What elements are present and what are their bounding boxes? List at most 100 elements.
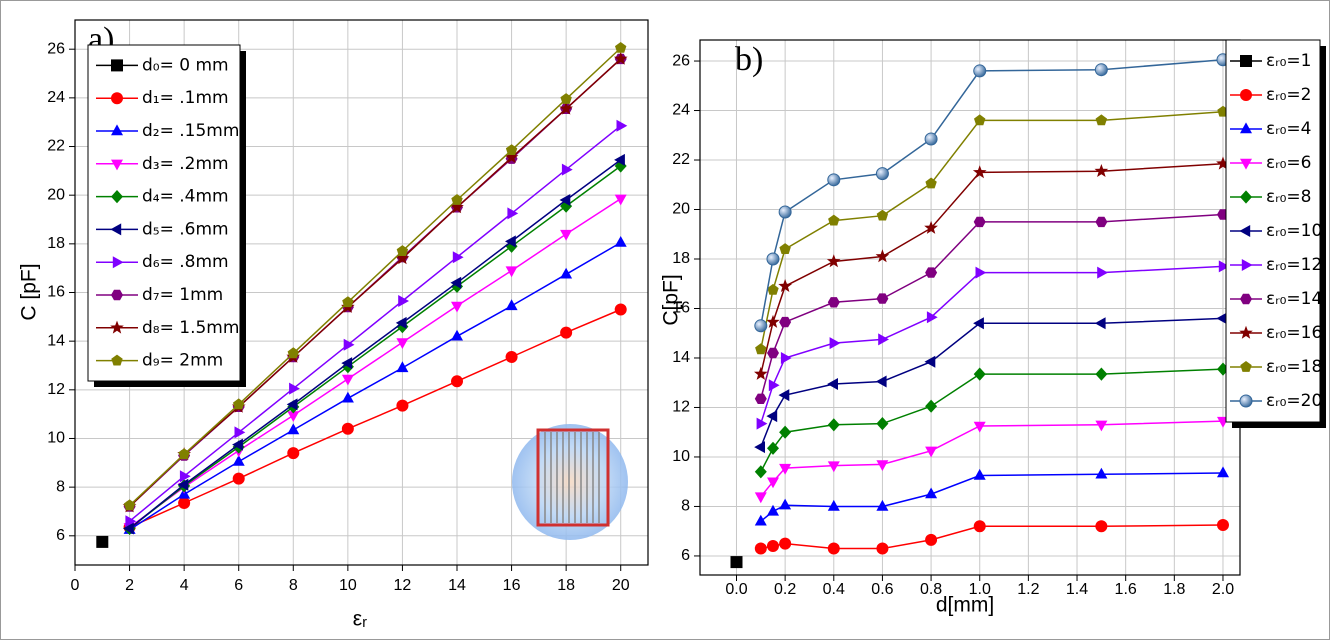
x-tick-label: 14 [448, 577, 466, 594]
marker [287, 423, 300, 435]
y-tick-label: 26 [672, 52, 690, 69]
legend-label: εᵣ₀=16 [1266, 323, 1322, 343]
y-tick-label: 12 [672, 399, 690, 416]
marker [754, 319, 768, 333]
legend-label: εᵣ₀=4 [1266, 119, 1311, 139]
series-line [129, 47, 622, 506]
marker [125, 515, 137, 528]
marker [178, 496, 191, 509]
marker [778, 389, 790, 402]
marker [507, 207, 519, 220]
marker [110, 320, 124, 334]
marker [924, 220, 938, 234]
x-tick-label: 1.0 [969, 581, 991, 598]
legend-label: d₂= .15mm [142, 121, 239, 141]
marker [779, 243, 791, 254]
x-tick-label: 1.8 [1163, 581, 1185, 598]
marker [287, 347, 299, 359]
marker [972, 165, 987, 179]
marker [925, 487, 938, 499]
marker [1217, 362, 1229, 376]
y-tick-label: 14 [672, 349, 690, 366]
marker [504, 150, 519, 164]
series-line [129, 241, 622, 531]
y-tick-label: 22 [672, 151, 690, 168]
marker [560, 93, 572, 104]
y-tick-label: 16 [672, 300, 690, 317]
marker [876, 460, 889, 471]
marker [766, 540, 779, 553]
marker [341, 391, 354, 403]
marker [925, 177, 937, 189]
marker [178, 448, 190, 460]
legend-label: εᵣ₀=20 [1266, 391, 1322, 411]
marker [1217, 466, 1229, 478]
legend-label: εᵣ₀=8 [1266, 187, 1311, 207]
marker [1240, 361, 1252, 372]
x-tick-label: 0.0 [725, 581, 747, 598]
marker [232, 455, 245, 466]
marker [876, 499, 889, 511]
marker [1240, 190, 1252, 204]
marker [232, 472, 245, 485]
marker [234, 426, 246, 439]
marker [779, 463, 792, 475]
marker [111, 59, 123, 72]
x-tick-label: 0.6 [871, 581, 893, 598]
marker [505, 235, 516, 248]
marker [559, 101, 573, 115]
legend-label: εᵣ₀=14 [1266, 289, 1322, 309]
marker [396, 399, 409, 412]
x-tick-label: 20 [612, 577, 630, 594]
marker [1095, 367, 1108, 381]
marker [827, 542, 840, 555]
marker [766, 410, 778, 423]
marker [876, 209, 889, 221]
marker [1216, 312, 1228, 325]
marker [973, 367, 986, 381]
marker [766, 252, 780, 266]
marker [766, 314, 780, 328]
marker [561, 163, 573, 176]
legend-label: εᵣ₀=12 [1266, 255, 1322, 275]
legend-label: d₀= 0 mm [142, 55, 229, 75]
marker [925, 267, 938, 278]
marker [973, 520, 986, 533]
series-line [129, 159, 622, 530]
marker [827, 461, 840, 473]
marker [754, 393, 767, 404]
marker [973, 64, 987, 78]
marker [1240, 55, 1252, 67]
marker [755, 343, 767, 355]
marker [779, 316, 792, 328]
legend-label: d₅= .6mm [142, 219, 229, 239]
marker [396, 361, 409, 373]
marker [1241, 259, 1253, 271]
marker [1094, 164, 1109, 177]
legend-label: d₆= .8mm [142, 252, 229, 272]
axis-frame [74, 19, 649, 566]
y-tick-label: 18 [47, 235, 65, 252]
marker [614, 303, 627, 316]
y-axis-title: C [pF] [18, 263, 41, 320]
x-tick-label: 16 [503, 577, 521, 594]
panel-title: b) [735, 41, 763, 78]
marker [925, 399, 938, 413]
marker [926, 311, 938, 324]
marker [875, 167, 889, 181]
marker [111, 190, 123, 204]
marker [767, 441, 779, 455]
marker [827, 499, 840, 511]
marker [767, 283, 779, 295]
legend-label: εᵣ₀=2 [1266, 85, 1311, 105]
x-tick-label: 1.2 [1017, 581, 1039, 598]
marker [396, 338, 409, 349]
marker [1095, 216, 1108, 228]
marker [754, 366, 768, 380]
y-tick-label: 24 [47, 89, 65, 106]
marker [973, 216, 986, 228]
marker [505, 144, 518, 155]
marker [341, 357, 353, 370]
marker [286, 398, 298, 411]
y-tick-label: 20 [47, 186, 65, 203]
